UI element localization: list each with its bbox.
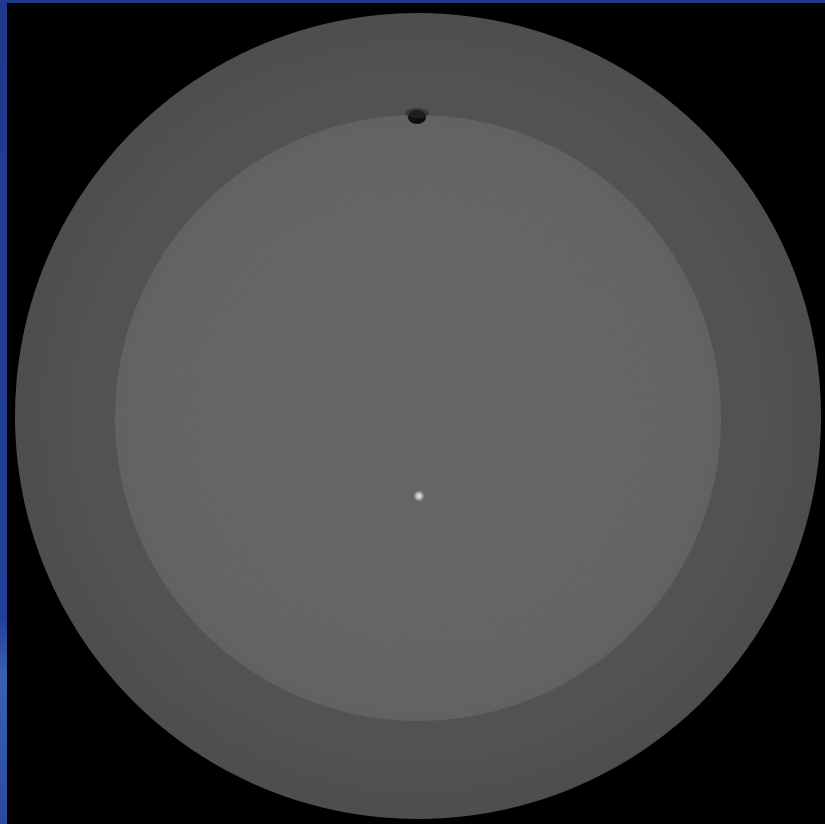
air-bubble-halo [405,108,429,118]
viewer-border-top [0,0,825,3]
viewer-border-left [0,0,7,824]
noise-texture [15,13,821,819]
bright-point [417,494,421,498]
